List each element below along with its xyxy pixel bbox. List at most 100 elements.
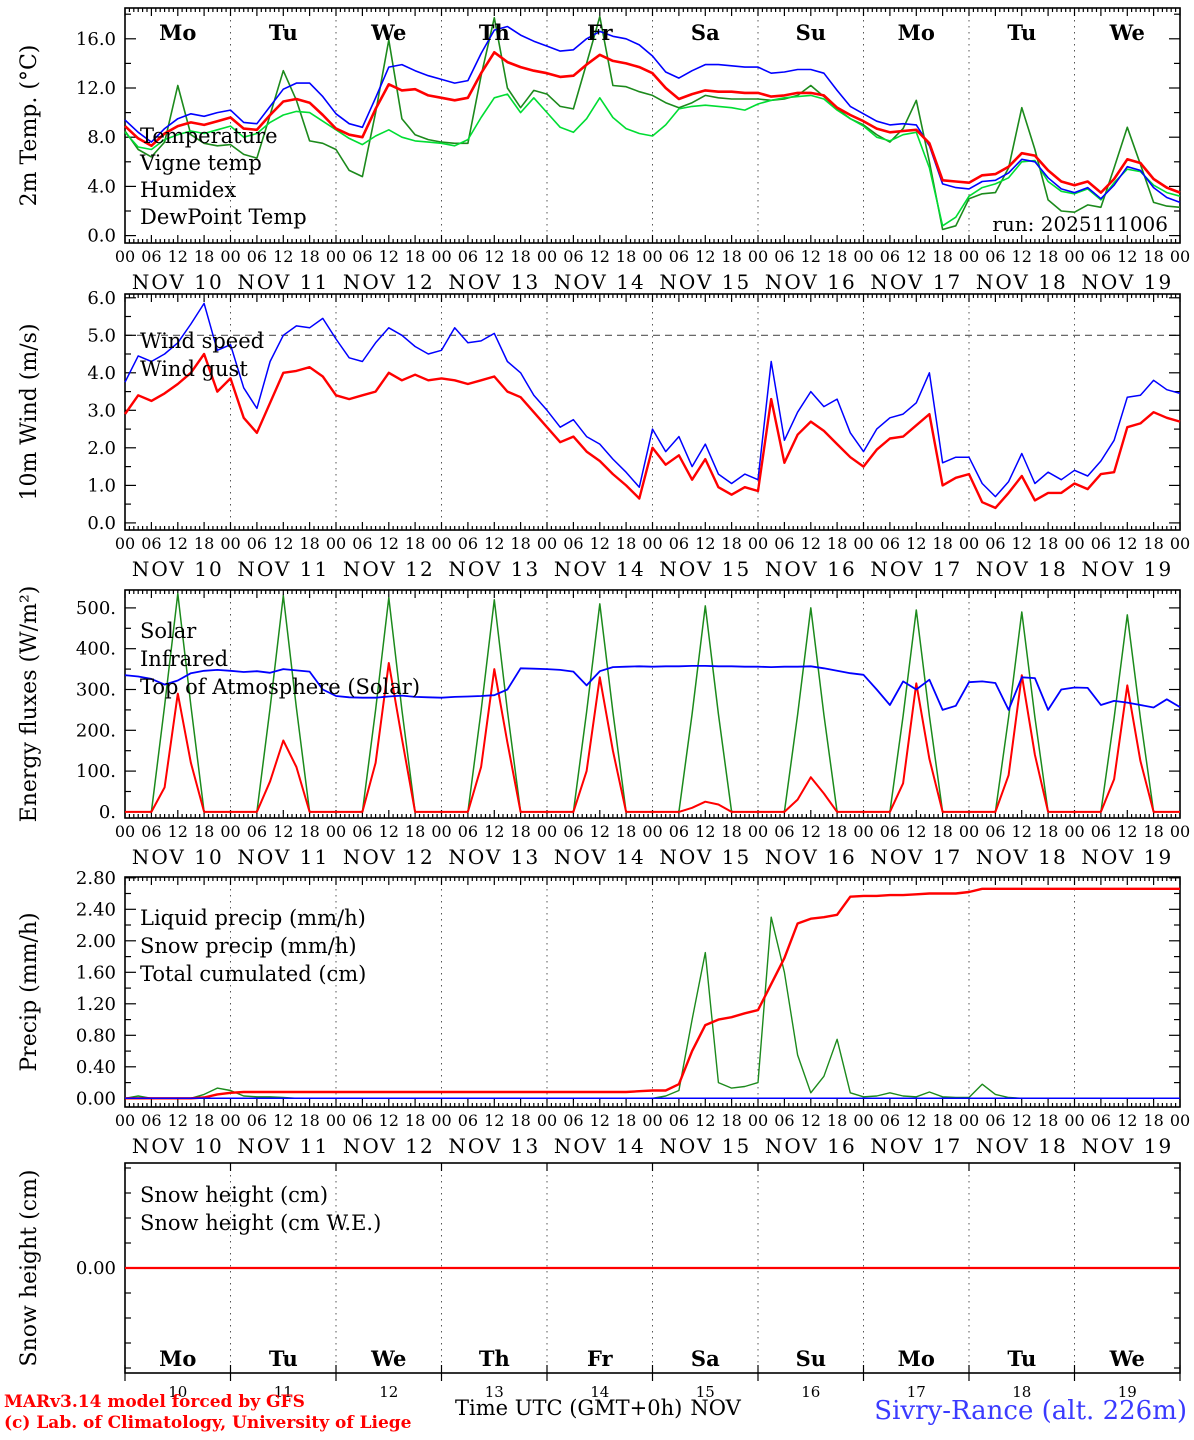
svg-text:12: 12 (590, 1111, 610, 1130)
svg-text:00: 00 (431, 1111, 451, 1130)
x-date-label: NOV 17 (870, 845, 962, 869)
svg-text:18: 18 (1143, 534, 1163, 553)
svg-text:12: 12 (695, 247, 715, 266)
model-credit: MARv3.14 model forced by GFS (4, 1392, 305, 1412)
svg-text:00: 00 (748, 1111, 768, 1130)
legend-wind-speed-label: Wind speed (140, 329, 264, 353)
day-name-sa-5: Sa (691, 20, 720, 45)
x-date-label: NOV 10 (132, 845, 224, 869)
svg-text:00: 00 (431, 534, 451, 553)
svg-text:06: 06 (563, 822, 583, 841)
day-name-fr-4: Fr (587, 1346, 614, 1371)
x-date-label: NOV 18 (976, 557, 1068, 581)
svg-text:06: 06 (985, 247, 1005, 266)
x-date-label: NOV 16 (765, 845, 857, 869)
svg-text:5.0: 5.0 (87, 325, 116, 346)
svg-text:1.0: 1.0 (87, 475, 116, 496)
x-date-label: NOV 13 (448, 1134, 540, 1158)
svg-text:06: 06 (774, 247, 794, 266)
svg-text:06: 06 (141, 247, 161, 266)
svg-text:06: 06 (141, 822, 161, 841)
svg-text:00: 00 (642, 534, 662, 553)
x-date-label: NOV 14 (554, 845, 646, 869)
day-name-tu-8: Tu (1007, 20, 1036, 45)
svg-text:18: 18 (721, 247, 741, 266)
x-date-label: NOV 12 (343, 1134, 435, 1158)
svg-text:00: 00 (537, 822, 557, 841)
svg-text:00: 00 (115, 1111, 135, 1130)
svg-text:12: 12 (590, 247, 610, 266)
series-dewpoint-temp-line (124, 93, 1181, 227)
svg-text:18: 18 (299, 822, 319, 841)
series-wind-speed-line (124, 352, 1181, 510)
svg-text:00: 00 (431, 822, 451, 841)
svg-text:0.80: 0.80 (76, 1025, 116, 1046)
x-date-label: NOV 11 (237, 557, 329, 581)
svg-text:00: 00 (853, 534, 873, 553)
svg-text:18: 18 (194, 247, 214, 266)
svg-text:00: 00 (220, 822, 240, 841)
svg-text:16.0: 16.0 (76, 29, 116, 50)
svg-text:18: 18 (932, 1111, 952, 1130)
x-date-label: NOV 16 (765, 270, 857, 294)
day-number: 12 (379, 1383, 398, 1401)
svg-text:06: 06 (880, 822, 900, 841)
svg-text:12: 12 (273, 534, 293, 553)
svg-text:18: 18 (405, 247, 425, 266)
svg-text:12: 12 (1117, 822, 1137, 841)
svg-text:00: 00 (1170, 534, 1190, 553)
svg-text:18: 18 (721, 822, 741, 841)
series-solar-line (125, 662, 1180, 813)
svg-text:06: 06 (669, 822, 689, 841)
svg-text:06: 06 (669, 534, 689, 553)
day-name-tu-8: Tu (1007, 1346, 1036, 1371)
svg-text:6.0: 6.0 (87, 288, 116, 309)
svg-text:12: 12 (1012, 247, 1032, 266)
svg-text:06: 06 (352, 822, 372, 841)
svg-text:18: 18 (827, 822, 847, 841)
svg-text:12: 12 (1012, 1111, 1032, 1130)
y-axis-label-snow-height: Snow height (cm) (17, 1170, 42, 1367)
day-name-mo-0: Mo (159, 1346, 196, 1371)
legend-total-cumulated-cm-label: Total cumulated (cm) (140, 962, 366, 986)
svg-text:00: 00 (537, 247, 557, 266)
svg-text:0.40: 0.40 (76, 1057, 116, 1078)
svg-text:06: 06 (774, 534, 794, 553)
svg-text:06: 06 (458, 822, 478, 841)
run-label: run: 2025111006 (992, 212, 1168, 236)
x-date-label: NOV 14 (554, 1134, 646, 1158)
day-number: 17 (907, 1383, 926, 1401)
svg-text:12: 12 (168, 534, 188, 553)
plot-frame (124, 876, 1181, 1108)
svg-text:00: 00 (326, 822, 346, 841)
x-date-label: NOV 16 (765, 557, 857, 581)
plot-frame (124, 293, 1181, 531)
lab-credit: (c) Lab. of Climatology, University of L… (4, 1413, 412, 1433)
day-number: 15 (696, 1383, 715, 1401)
svg-text:00: 00 (748, 247, 768, 266)
series-total-cumulated-cm-line (125, 887, 1180, 1100)
plot-frame (124, 589, 1181, 819)
svg-text:06: 06 (1091, 247, 1111, 266)
svg-text:12: 12 (906, 247, 926, 266)
station-label: Sivry-Rance (alt. 226m) (874, 1396, 1187, 1426)
x-date-label: NOV 11 (237, 1134, 329, 1158)
svg-text:12: 12 (273, 1111, 293, 1130)
day-name-we-2: We (370, 1346, 406, 1371)
svg-text:00: 00 (748, 822, 768, 841)
series-humidex-line (124, 25, 1181, 204)
svg-text:4.0: 4.0 (87, 363, 116, 384)
x-date-label: NOV 19 (1081, 270, 1173, 294)
svg-text:00: 00 (326, 247, 346, 266)
svg-text:3.0: 3.0 (87, 400, 116, 421)
svg-text:00: 00 (959, 1111, 979, 1130)
svg-text:00: 00 (431, 247, 451, 266)
svg-text:4.0: 4.0 (87, 176, 116, 197)
svg-text:00: 00 (115, 534, 135, 553)
series-infrared-line (124, 665, 1181, 711)
svg-text:18: 18 (932, 247, 952, 266)
x-date-label: NOV 13 (448, 845, 540, 869)
day-name-fr-4: Fr (587, 20, 614, 45)
day-name-we-9: We (1109, 1346, 1145, 1371)
svg-text:2.00: 2.00 (76, 931, 116, 952)
